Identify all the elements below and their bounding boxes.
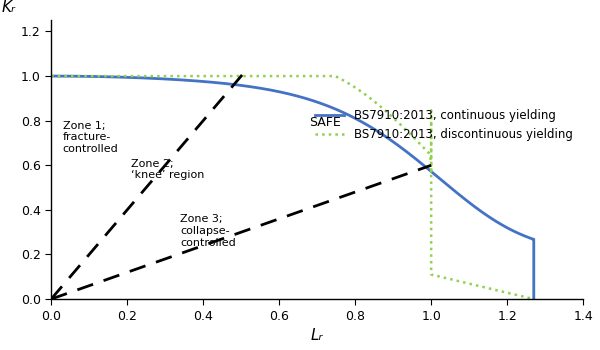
BS7910:2013, discontinuous yielding xyxy=(226,74,233,78)
Line: BS7910:2013, continuous yielding: BS7910:2013, continuous yielding xyxy=(51,76,534,299)
BS7910:2013, continuous yielding xyxy=(131,76,139,80)
BS7910:2013, continuous yielding xyxy=(360,121,367,125)
BS7910:2013, continuous yielding xyxy=(223,82,230,86)
BS7910:2013, discontinuous yielding xyxy=(530,297,538,301)
BS7910:2013, continuous yielding xyxy=(47,74,55,78)
Text: SAFE: SAFE xyxy=(309,117,341,130)
X-axis label: Lᵣ: Lᵣ xyxy=(311,328,323,343)
BS7910:2013, continuous yielding xyxy=(530,297,538,301)
Line: BS7910:2013, discontinuous yielding: BS7910:2013, discontinuous yielding xyxy=(51,76,534,299)
Text: Zone 1;
fracture-
controlled: Zone 1; fracture- controlled xyxy=(62,121,118,154)
BS7910:2013, discontinuous yielding xyxy=(130,74,137,78)
BS7910:2013, discontinuous yielding xyxy=(355,88,362,92)
BS7910:2013, continuous yielding xyxy=(409,154,416,159)
BS7910:2013, continuous yielding xyxy=(298,95,305,99)
BS7910:2013, discontinuous yielding xyxy=(294,74,301,78)
BS7910:2013, discontinuous yielding xyxy=(47,74,55,78)
Text: Zone 2;
‘knee’ region: Zone 2; ‘knee’ region xyxy=(131,159,205,180)
BS7910:2013, discontinuous yielding xyxy=(220,74,227,78)
BS7910:2013, discontinuous yielding xyxy=(404,129,411,133)
BS7910:2013, continuous yielding xyxy=(228,82,235,86)
Text: Zone 3;
collapse-
controlled: Zone 3; collapse- controlled xyxy=(181,214,236,247)
Y-axis label: Kᵣ: Kᵣ xyxy=(2,0,16,15)
Legend: BS7910:2013, continuous yielding, BS7910:2013, discontinuous yielding: BS7910:2013, continuous yielding, BS7910… xyxy=(310,104,577,146)
